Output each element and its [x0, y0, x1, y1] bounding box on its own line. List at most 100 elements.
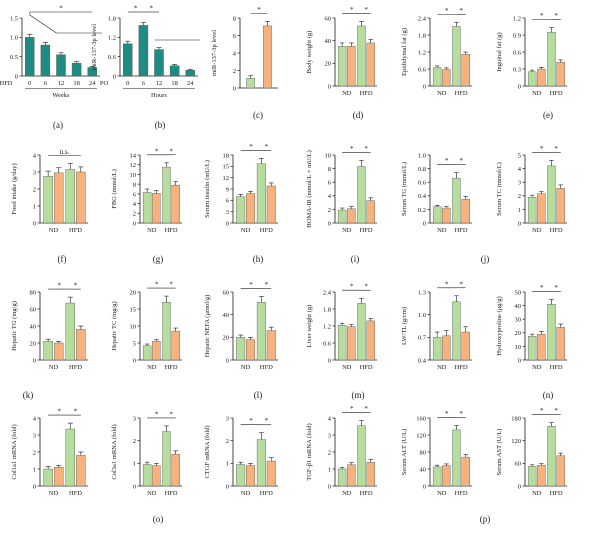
- chart-j2-y-tick-label: 3: [518, 180, 521, 187]
- chart-h-x-group-hfd: HFD: [260, 227, 273, 234]
- chart-a-x-label: Weeks: [52, 92, 70, 99]
- chart-p2-x-group-hfd: HFD: [455, 490, 468, 497]
- chart-l-bar-3: [266, 330, 276, 361]
- chart-p2-bar-2: [452, 429, 461, 487]
- chart-g-bar-1: [152, 193, 161, 224]
- chart-o3-bar-0: [236, 464, 246, 487]
- chart-g-y-tick-label: 6: [133, 191, 137, 198]
- chart-k2-x-group-nd: ND: [147, 364, 157, 371]
- chart-o3-y-tick-label: 2: [226, 438, 229, 445]
- chart-h-bar-1: [246, 193, 256, 224]
- chart-d-sig-label-0: *: [350, 6, 354, 14]
- chart-m2-y-label: LW/TL (g/cm): [401, 307, 408, 345]
- chart-k1-y-tick-label: 80: [30, 289, 37, 296]
- chart-p3-sig-label-1: *: [554, 407, 558, 415]
- chart-e1-bar-2: [452, 26, 461, 87]
- chart-b-y-tick-label: 0: [113, 73, 116, 80]
- chart-o2-bar-3: [171, 454, 180, 487]
- chart-d-bar-1: [347, 46, 356, 87]
- chart-f-y-tick-label: 2: [33, 186, 36, 193]
- chart-c-bar-1: [262, 25, 272, 89]
- chart-e1-y-tick-label: 0: [423, 83, 426, 90]
- chart-f-bar-1: [53, 172, 64, 224]
- chart-j1-sig-label-0: *: [445, 157, 449, 165]
- chart-p2-y-tick-label: 0: [423, 483, 426, 490]
- chart-d-x-group-hfd: HFD: [360, 90, 373, 97]
- panel-label-k: (k): [23, 390, 34, 400]
- chart-c-y-tick-label: 6: [233, 33, 237, 40]
- chart-a-x-tick-label-3: 18: [73, 80, 80, 87]
- chart-m2-y-tick-label: 0.7: [418, 335, 427, 342]
- chart-h-x-group-nd: ND: [241, 227, 251, 234]
- chart-j2-sig-label-0: *: [540, 145, 544, 153]
- chart-j1-x-group-hfd: HFD: [455, 227, 468, 234]
- chart-f-y-label: Food intake (g/day): [11, 163, 18, 214]
- chart-m2-bar-0: [432, 337, 442, 361]
- chart-e2-bar-1: [537, 68, 546, 87]
- chart-n-y-label: Hydroxyproline (μg/g): [496, 296, 503, 355]
- chart-b-sig-label-1: *: [149, 5, 153, 13]
- chart-g-x-group-hfd: HFD: [165, 227, 178, 234]
- chart-h-y-label: Serum insulin (mU/L): [204, 160, 211, 218]
- chart-o2-x-group-nd: ND: [147, 490, 157, 497]
- chart-m2-x-group-hfd: HFD: [455, 364, 468, 371]
- chart-p3-bar-2: [547, 426, 556, 487]
- chart-l-y-tick-label: 40: [223, 312, 230, 319]
- chart-a-sig-label-0: *: [59, 5, 63, 13]
- chart-d-bar-3: [366, 42, 375, 87]
- chart-o1-y-tick-label: 0: [33, 483, 36, 490]
- chart-o2-y-tick-label: 2: [133, 438, 136, 445]
- chart-g-y-tick-label: 10: [130, 172, 137, 179]
- chart-m1-y-tick-label: 2.4: [323, 289, 332, 296]
- chart-o1-y-label: Col1a1 mRNA (fold): [11, 424, 18, 479]
- panel-label-e: (e): [543, 110, 553, 120]
- chart-p2-y-tick-label: 160: [416, 415, 426, 422]
- chart-o3-y-tick-label: 3: [226, 415, 229, 422]
- chart-k1-y-label: Hepatic TG (mg/g): [11, 301, 18, 351]
- chart-p2-bar-3: [461, 456, 470, 487]
- chart-a-x-tick-label-0: 0: [28, 80, 31, 87]
- chart-j1-bar-0: [432, 206, 442, 224]
- panel-label-b: (b): [155, 120, 166, 130]
- panel-label-a: (a): [53, 120, 63, 130]
- chart-h-y-tick-label: 15: [223, 164, 230, 171]
- chart-i-y-tick-label: 10: [325, 152, 332, 159]
- chart-j1-bar-1: [442, 207, 451, 224]
- chart-o1-y-tick-label: 4: [33, 415, 37, 422]
- chart-a-x-tick-label-2: 12: [58, 80, 65, 87]
- chart-b-sig-label-0: *: [134, 5, 138, 13]
- chart-p2-sig-label-0: *: [445, 410, 449, 418]
- panel-label-c: (c): [253, 110, 263, 120]
- chart-g-y-label: FBG (mmol/L): [111, 169, 118, 209]
- chart-p1-bar-0: [337, 468, 347, 487]
- chart-k1-y-tick-label: 0: [33, 357, 36, 364]
- chart-e2-sig-label-1: *: [554, 12, 558, 20]
- chart-p3-y-tick-label: 120: [511, 438, 521, 445]
- chart-m1-bar-3: [366, 320, 375, 361]
- chart-k2-y-label: Hepatic TC (mg/g): [111, 301, 118, 350]
- chart-n-y-tick-label: 30: [515, 317, 522, 324]
- chart-m2-sig-label-1: *: [459, 280, 463, 288]
- chart-o3-y-tick-label: 1: [226, 461, 229, 468]
- chart-d-bar-0: [337, 46, 347, 87]
- chart-o2-bar-0: [142, 464, 152, 487]
- chart-j1-bar-3: [461, 198, 470, 224]
- chart-n-sig-label-1: *: [554, 284, 558, 292]
- chart-p1-bar-2: [357, 425, 366, 487]
- chart-n-bar-2: [547, 304, 556, 361]
- chart-o1-x-group-hfd: HFD: [69, 490, 82, 497]
- chart-k2-bar-3: [171, 330, 180, 361]
- panel-label-l: (l): [254, 390, 263, 400]
- chart-m2-y-tick-label: 1.3: [418, 289, 426, 296]
- chart-e1-bar-3: [461, 54, 470, 87]
- chart-a-x-tick-label-1: 6: [44, 80, 48, 87]
- chart-o3-x-group-nd: ND: [241, 490, 251, 497]
- chart-d-y-tick-label: 20: [325, 61, 332, 68]
- chart-k1-y-tick-label: 40: [30, 323, 37, 330]
- chart-d-y-tick-label: 0: [328, 83, 331, 90]
- chart-h-y-tick-label: 9: [226, 186, 229, 193]
- chart-j1-x-group-nd: ND: [437, 227, 447, 234]
- chart-e2-bar-2: [547, 31, 556, 87]
- chart-h-bar-2: [256, 163, 266, 224]
